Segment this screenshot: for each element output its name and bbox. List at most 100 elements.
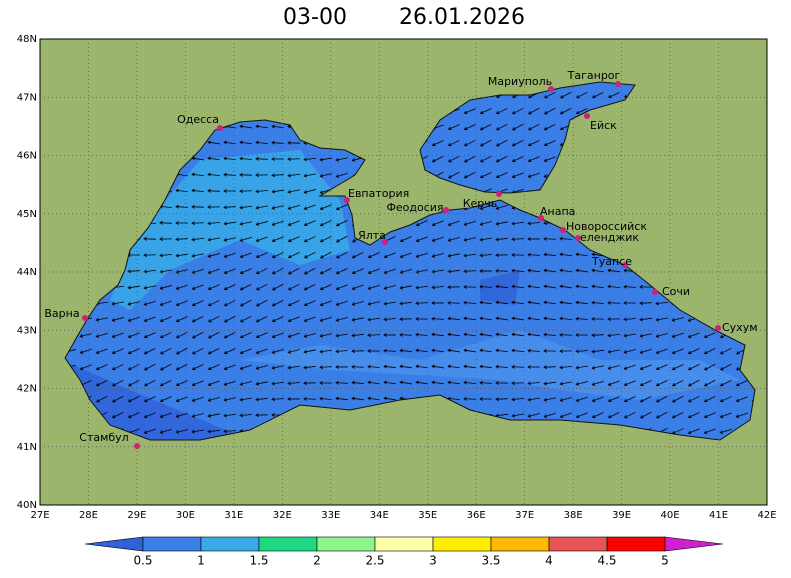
arrow [607, 396, 620, 403]
arrow [687, 379, 700, 387]
arrow [111, 301, 124, 306]
arrow [367, 349, 381, 353]
arrow [527, 268, 541, 273]
arrow [511, 107, 524, 115]
arrow [511, 284, 525, 289]
arrow [527, 316, 540, 321]
arrow [591, 300, 605, 305]
lon-label: 30E [176, 510, 195, 521]
arrow [191, 413, 204, 418]
arrow [703, 332, 716, 339]
city-dot [82, 315, 88, 321]
arrow [175, 300, 188, 307]
arrow [191, 284, 204, 291]
arrow [479, 332, 492, 337]
arrow [239, 124, 252, 129]
arrow [383, 301, 396, 306]
arrow [287, 220, 300, 227]
arrow [191, 380, 204, 387]
arrow [399, 348, 413, 353]
arrow [623, 317, 637, 322]
lon-label: 34E [370, 510, 389, 521]
arrow [687, 363, 700, 371]
arrow [527, 413, 540, 418]
arrow [255, 332, 268, 339]
arrow [559, 268, 572, 273]
lat-label: 40N [17, 500, 37, 511]
arrow [623, 380, 636, 387]
arrow [543, 397, 556, 402]
arrow [335, 157, 348, 162]
arrow [255, 381, 268, 386]
city-dot [134, 443, 140, 449]
arrow [319, 220, 332, 227]
arrow [175, 269, 188, 274]
arrow [415, 301, 429, 306]
arrow [335, 284, 348, 291]
arrow [479, 253, 493, 258]
arrow [543, 412, 556, 418]
arrow [319, 316, 332, 322]
arrow [383, 380, 396, 385]
arrow [127, 348, 140, 355]
city-dot [575, 235, 581, 241]
arrow [367, 268, 380, 275]
arrow [255, 236, 268, 242]
arrow [303, 204, 316, 210]
arrow [591, 284, 605, 289]
lon-label: 36E [467, 510, 486, 521]
arrow [463, 364, 476, 369]
arrow [159, 220, 173, 225]
lon-label: 31E [224, 510, 243, 521]
arrow [479, 284, 493, 289]
title-time: 03-00 [283, 5, 347, 30]
arrow [687, 412, 700, 419]
arrow [591, 412, 604, 419]
arrow [639, 333, 652, 338]
arrow [415, 348, 429, 353]
arrow [255, 221, 268, 226]
arrow [319, 204, 332, 211]
arrow [463, 124, 476, 131]
arrow [271, 205, 284, 210]
city-label: Варна [44, 307, 79, 320]
arrow [303, 220, 316, 227]
arrow [287, 283, 300, 291]
arrow [255, 316, 268, 323]
arrow [399, 268, 412, 274]
arrow [255, 364, 268, 370]
arrow [143, 379, 156, 387]
arrow [127, 316, 140, 322]
arrow [527, 348, 541, 353]
arrow [287, 397, 301, 401]
arrow [175, 237, 189, 242]
colorbar-label: 5 [661, 554, 669, 568]
arrow [383, 396, 396, 401]
arrow [623, 284, 637, 289]
arrow [95, 348, 108, 355]
arrow [431, 301, 445, 305]
arrow [575, 349, 589, 354]
lat-label: 44N [17, 267, 37, 278]
arrow [655, 411, 668, 419]
arrow [463, 253, 476, 258]
arrow [271, 348, 284, 354]
arrow [111, 364, 124, 371]
arrow [351, 300, 364, 306]
arrow [527, 107, 540, 115]
arrow [431, 364, 444, 369]
arrow [559, 316, 573, 321]
lon-label: 42E [757, 510, 776, 521]
colorbar-label: 4.5 [597, 554, 616, 568]
arrow [255, 173, 269, 177]
arrow [239, 268, 252, 275]
arrow [159, 237, 173, 241]
arrow [495, 237, 509, 242]
arrow [127, 269, 141, 274]
city-dot [344, 197, 350, 203]
arrow [127, 363, 140, 371]
arrow [431, 140, 444, 147]
city-label: Таганрог [567, 69, 621, 82]
arrow [543, 91, 556, 99]
